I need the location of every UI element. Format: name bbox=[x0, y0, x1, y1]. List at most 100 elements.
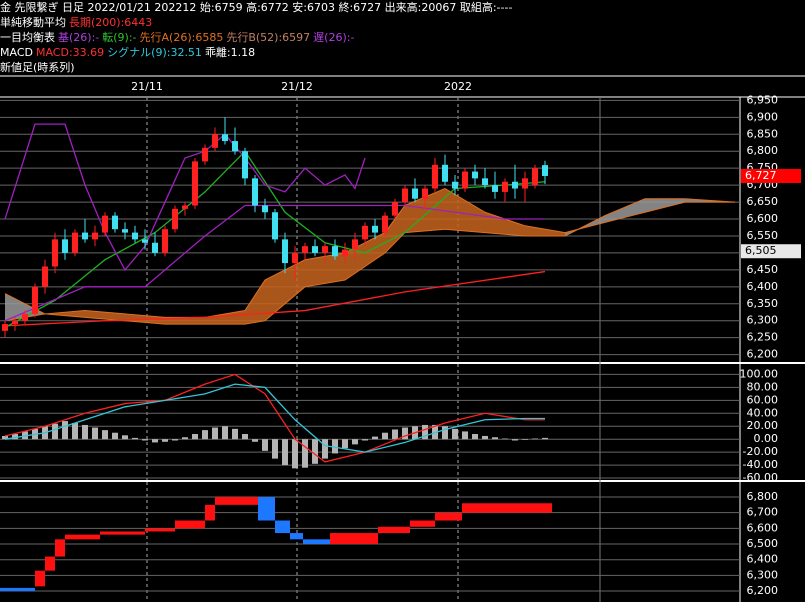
y-tick-label: 6,500 bbox=[747, 537, 779, 550]
candle-body bbox=[412, 188, 418, 199]
y-tick-label: 6,300 bbox=[747, 314, 779, 327]
cloud-segment bbox=[605, 198, 645, 223]
histogram-bar bbox=[72, 423, 78, 440]
brick bbox=[175, 520, 205, 529]
histogram-bar bbox=[312, 439, 318, 464]
candle-body bbox=[442, 164, 448, 182]
y-tick-label: 6,700 bbox=[747, 506, 779, 519]
candle-body bbox=[452, 181, 458, 189]
quote-info: 金 先限繋ぎ 日足 2022/01/21 202212 始:6759 高:677… bbox=[0, 1, 513, 14]
y-tick-label: 100.00 bbox=[740, 367, 779, 380]
histogram-bar bbox=[162, 439, 168, 442]
y-tick-label: 0.00 bbox=[754, 432, 779, 445]
brick bbox=[0, 587, 35, 592]
brick bbox=[35, 570, 45, 587]
histogram-bar bbox=[232, 428, 238, 440]
y-tick-label: 6,800 bbox=[747, 144, 779, 157]
candle-body bbox=[492, 185, 498, 192]
brick bbox=[378, 526, 410, 534]
candle-body bbox=[172, 208, 178, 230]
x-tick-label: 2022 bbox=[444, 80, 472, 93]
brick bbox=[100, 531, 145, 535]
candle-body bbox=[532, 168, 538, 186]
brick bbox=[55, 539, 65, 557]
header-line: 新値足(時系列) bbox=[0, 60, 805, 75]
candle-body bbox=[392, 202, 398, 216]
header: 金 先限繋ぎ 日足 2022/01/21 202212 始:6759 高:677… bbox=[0, 0, 805, 75]
histogram-bar bbox=[252, 439, 258, 442]
price-label: 6,505 bbox=[745, 244, 777, 257]
cloud-segment bbox=[45, 310, 85, 318]
histogram-bar bbox=[152, 439, 158, 443]
header-line: MACD MACD:33.69 シグナル(9):32.51 乖離:1.18 bbox=[0, 45, 805, 60]
candle-body bbox=[162, 229, 168, 253]
histogram-bar bbox=[102, 430, 108, 440]
candle-body bbox=[402, 188, 408, 203]
candle-body bbox=[322, 246, 328, 253]
candle-body bbox=[202, 147, 208, 162]
kijun: 基(26):- bbox=[58, 31, 100, 44]
cloud-segment bbox=[205, 310, 245, 325]
histogram-bar bbox=[132, 437, 138, 440]
y-tick-label: 6,850 bbox=[747, 127, 779, 140]
y-tick-label: -20.00 bbox=[743, 445, 778, 458]
y-tick-label: -60.00 bbox=[743, 471, 778, 484]
candle-body bbox=[462, 171, 468, 189]
cloud-segment bbox=[165, 317, 205, 325]
candle-body bbox=[422, 188, 428, 199]
y-tick-label: 60.00 bbox=[747, 393, 779, 406]
histogram-bar bbox=[222, 426, 228, 440]
y-tick-label: 6,600 bbox=[747, 521, 779, 534]
histogram-bar bbox=[292, 439, 298, 469]
histogram-bar bbox=[362, 439, 368, 441]
candle-body bbox=[522, 178, 528, 189]
histogram-bar bbox=[442, 426, 448, 440]
brick bbox=[215, 497, 258, 505]
indicator-line bbox=[4, 204, 545, 322]
x-tick-label: 21/12 bbox=[281, 80, 313, 93]
histogram-bar bbox=[302, 439, 308, 468]
histogram-bar bbox=[322, 439, 328, 459]
cloud-segment bbox=[645, 198, 685, 213]
candle-body bbox=[32, 286, 38, 314]
candle-body bbox=[262, 205, 268, 213]
candle-body bbox=[52, 239, 58, 267]
candle-body bbox=[2, 324, 8, 331]
cloud-line bbox=[4, 198, 736, 325]
candle-body bbox=[82, 232, 88, 240]
y-tick-label: 80.00 bbox=[747, 380, 779, 393]
candle-body bbox=[72, 232, 78, 253]
brick bbox=[410, 520, 435, 527]
y-tick-label: 6,300 bbox=[747, 568, 779, 581]
y-tick-label: 6,200 bbox=[747, 584, 779, 597]
candle-body bbox=[382, 215, 388, 233]
macd-value: MACD:33.69 bbox=[35, 46, 105, 59]
histogram-bar bbox=[82, 424, 88, 440]
histogram-bar bbox=[92, 427, 98, 440]
brick bbox=[65, 534, 100, 540]
histogram-bar bbox=[332, 439, 338, 454]
brick bbox=[435, 512, 462, 521]
candle-body bbox=[352, 239, 358, 250]
header-line: 単純移動平均 長期(200):6443 bbox=[0, 15, 805, 30]
candle-body bbox=[242, 151, 248, 179]
cloud-segment bbox=[85, 310, 125, 321]
candle-body bbox=[42, 266, 48, 287]
histogram-bar bbox=[52, 423, 58, 440]
histogram-bar bbox=[2, 435, 8, 440]
candle-body bbox=[472, 171, 478, 179]
candle-body bbox=[142, 239, 148, 243]
histogram-bar bbox=[192, 434, 198, 440]
indicator-line bbox=[4, 373, 545, 463]
histogram-bar bbox=[352, 439, 358, 445]
candle-body bbox=[112, 215, 118, 230]
chikou: 遅(26):- bbox=[313, 31, 355, 44]
tenkan: 転(9):- bbox=[102, 31, 137, 44]
candle-body bbox=[212, 134, 218, 148]
candle-body bbox=[252, 178, 258, 206]
candle-body bbox=[502, 181, 508, 192]
histogram-bar bbox=[62, 421, 68, 440]
candle-body bbox=[222, 134, 228, 142]
histogram-bar bbox=[402, 427, 408, 440]
candle-body bbox=[342, 249, 348, 257]
